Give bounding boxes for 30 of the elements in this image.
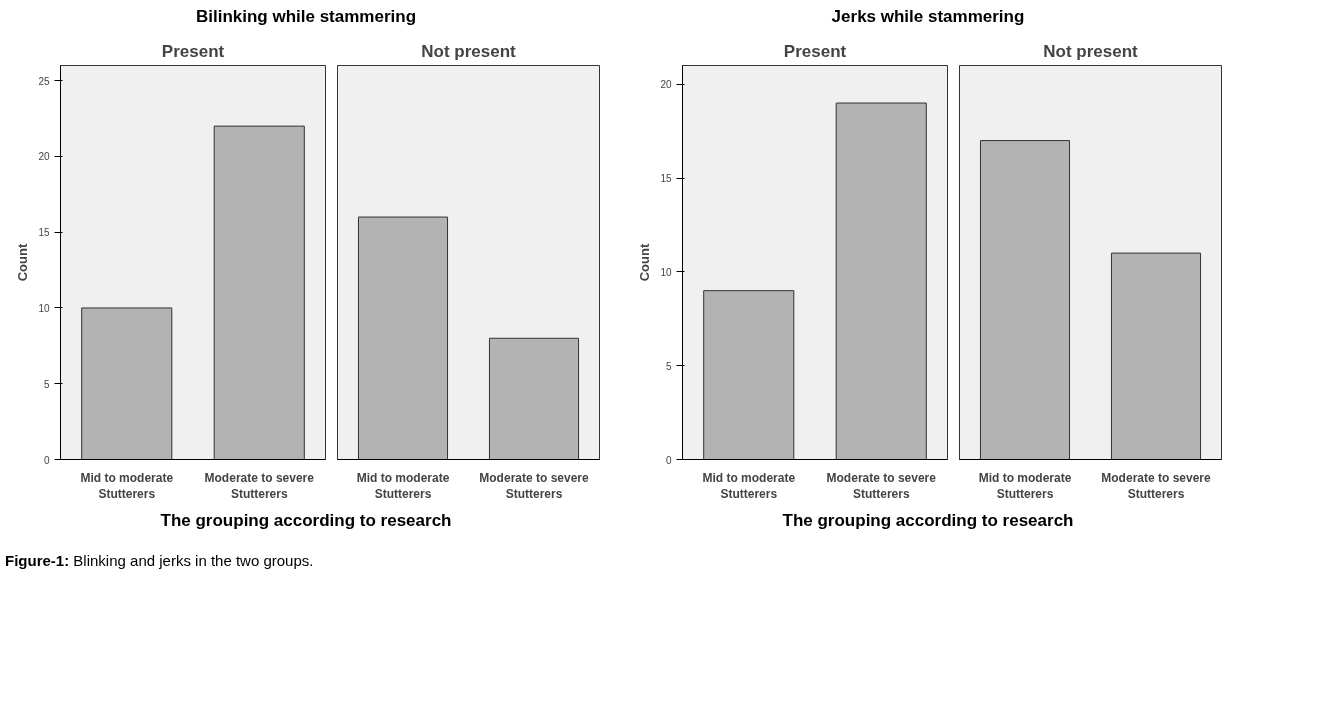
chart-subtitle: Present [161, 41, 225, 61]
x-axis-title: The grouping according to research [782, 510, 1074, 533]
y-tick-label: 10 [660, 267, 672, 279]
x-tick-label: Moderate to severe Stutterers [826, 470, 937, 502]
y-tick-label: 5 [43, 379, 50, 391]
x-tick-label: Mid to moderate Stutterers [356, 470, 450, 502]
x-tick-label: Mid to moderate Stutterers [978, 470, 1072, 502]
x-tick-label: Moderate to severe Stutterers [204, 470, 315, 502]
y-tick-label: 20 [38, 151, 50, 163]
y-tick-label: 20 [660, 79, 672, 91]
text: Figure-1: Blinking and jerks in the two groups. [5, 550, 314, 571]
chart-subtitle: Not present [421, 41, 517, 61]
x-tick-label: Moderate to severe Stutterers [1101, 470, 1212, 502]
y-tick-label: 10 [38, 303, 50, 315]
y-tick-label: 0 [665, 454, 672, 466]
x-tick-label: Moderate to severe Stutterers [479, 470, 590, 502]
y-axis-title: Count [637, 243, 653, 282]
y-tick-label: 15 [660, 173, 672, 185]
x-axis-title: The grouping according to research [160, 510, 452, 533]
y-axis-title: Count [15, 243, 31, 282]
chart-subtitle: Not present [1043, 41, 1139, 61]
x-tick-label: Mid to moderate Stutterers [702, 470, 796, 502]
y-tick-label: 0 [43, 454, 50, 466]
chart-title: Jerks while stammering [831, 6, 1025, 28]
y-tick-label: 5 [665, 360, 672, 372]
y-tick-label: 15 [38, 227, 50, 239]
chart-title: Bilinking while stammering [195, 6, 417, 28]
x-tick-label: Mid to moderate Stutterers [80, 470, 174, 502]
chart-subtitle: Present [783, 41, 847, 61]
y-tick-label: 25 [38, 75, 50, 87]
